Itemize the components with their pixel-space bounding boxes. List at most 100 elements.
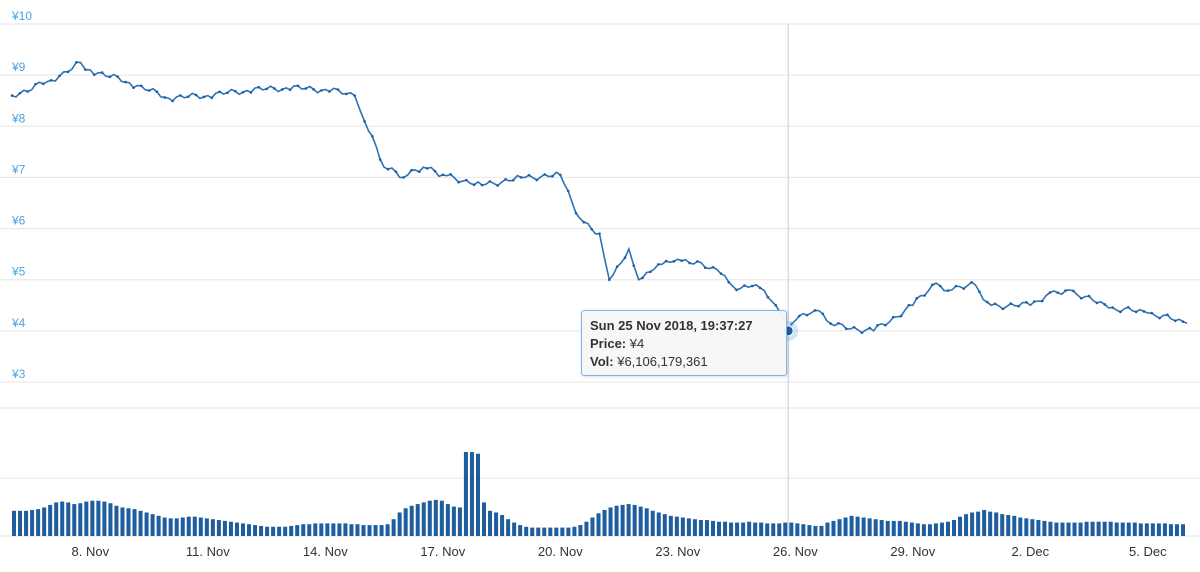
price-point (907, 303, 911, 307)
volume-bar (349, 524, 354, 536)
x-tick-label: 23. Nov (655, 544, 700, 559)
x-tick-label: 29. Nov (890, 544, 935, 559)
volume-bar (620, 504, 625, 536)
volume-bar (168, 518, 173, 536)
x-tick-label: 2. Dec (1012, 544, 1050, 559)
volume-bar (295, 525, 300, 536)
volume-bar (909, 522, 914, 536)
volume-bar (572, 526, 577, 536)
volume-bar (421, 502, 426, 536)
volume-bar (150, 514, 155, 536)
price-point (186, 95, 190, 99)
price-point (1111, 306, 1114, 309)
volume-bar (494, 512, 499, 536)
price-point (1134, 310, 1138, 314)
volume-bar (915, 523, 920, 536)
price-point (202, 95, 206, 99)
price-point (345, 92, 348, 96)
volume-bar (698, 520, 703, 536)
volume-bar (102, 501, 107, 536)
price-point (837, 321, 840, 325)
volume-bar (132, 509, 137, 536)
price-point (931, 283, 934, 287)
volume-bar (120, 507, 125, 536)
price-point (304, 87, 308, 90)
price-point (582, 220, 586, 224)
price-point (320, 89, 323, 92)
price-point (418, 170, 421, 174)
x-tick-label: 14. Nov (303, 544, 348, 559)
price-point (163, 96, 167, 99)
volume-bar (1144, 523, 1149, 536)
volume-bar (265, 526, 270, 536)
price-point (1056, 291, 1060, 294)
price-point (860, 331, 864, 335)
volume-bar (469, 452, 474, 536)
price-point (1032, 300, 1036, 303)
price-point (92, 73, 96, 77)
volume-bar (144, 512, 149, 536)
volume-bar (192, 516, 197, 536)
price-point (985, 300, 989, 304)
volume-bar (174, 518, 179, 536)
price-point (116, 75, 120, 79)
price-point (410, 168, 413, 172)
y-tick-label: ¥9 (11, 60, 26, 74)
price-point (328, 90, 331, 93)
volume-bar (482, 502, 487, 536)
volume-bar (277, 526, 282, 536)
price-point (210, 96, 214, 100)
volume-bar (723, 521, 728, 536)
volume-bar (783, 522, 788, 536)
price-point (758, 286, 762, 290)
volume-bar (952, 520, 957, 536)
volume-bar (78, 503, 83, 536)
price-point (265, 87, 268, 91)
price-point (829, 322, 832, 325)
price-point (218, 90, 221, 94)
price-point (915, 297, 919, 300)
volume-bar (819, 525, 824, 536)
price-point (1103, 303, 1107, 306)
price-point (574, 211, 578, 215)
price-point (672, 260, 676, 263)
price-point (519, 176, 523, 179)
volume-bar (548, 527, 553, 536)
volume-bar (1180, 524, 1185, 536)
volume-bar (1000, 514, 1005, 536)
volume-bar (439, 500, 444, 536)
volume-bar (457, 507, 462, 536)
volume-bar (747, 521, 752, 536)
volume-bar (855, 516, 860, 536)
volume-bar (506, 519, 511, 536)
volume-bar (156, 515, 161, 536)
y-tick-label: ¥10 (11, 9, 32, 23)
price-point (962, 287, 966, 290)
price-point (813, 309, 817, 312)
price-point (703, 266, 707, 270)
volume-bar (903, 521, 908, 536)
x-tick-label: 17. Nov (420, 544, 465, 559)
y-tick-label: ¥4 (11, 316, 26, 330)
volume-bar (933, 523, 938, 536)
volume-bar (397, 512, 402, 536)
price-point (1017, 304, 1020, 308)
volume-bar (656, 512, 661, 536)
volume-bar (970, 512, 975, 536)
price-point (868, 326, 872, 330)
volume-bar (536, 527, 541, 536)
volume-bar (891, 520, 896, 536)
price-point (66, 70, 70, 74)
price-point (378, 158, 382, 161)
volume-bar (735, 522, 740, 536)
volume-bar (343, 523, 348, 536)
volume-bar (1174, 524, 1179, 536)
volume-bar (801, 524, 806, 536)
price-point (543, 173, 546, 176)
volume-bar (451, 506, 456, 536)
y-tick-label: ¥3 (11, 367, 26, 381)
volume-bar (650, 510, 655, 536)
volume-bar (1084, 521, 1089, 536)
price-point (641, 276, 644, 280)
price-point (363, 119, 366, 123)
